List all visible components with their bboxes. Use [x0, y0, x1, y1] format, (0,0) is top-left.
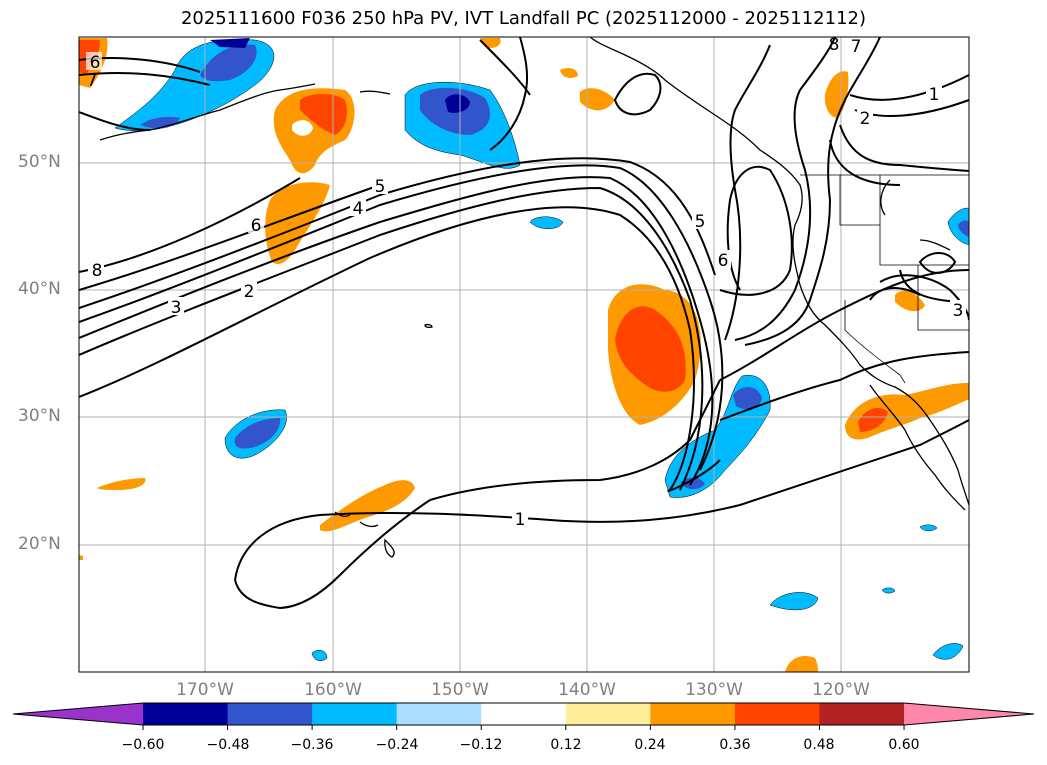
colorbar-segment: [565, 703, 651, 725]
contour-label: 3: [171, 298, 182, 318]
lat-label: 20°N: [18, 534, 61, 554]
contour-label: 6: [251, 216, 262, 236]
colorbar-tick-label: 0.60: [888, 737, 920, 753]
contour-label: 1: [929, 85, 940, 105]
contour-label: 1: [515, 510, 526, 530]
pv-contours: [79, 37, 969, 610]
colorbar-tick-label: 0.48: [803, 737, 835, 753]
colorbar-tick-label: 0.36: [719, 737, 751, 753]
pv-positive-region: [824, 71, 849, 118]
contour-label: 8: [829, 35, 840, 55]
contour-label: 5: [375, 177, 386, 197]
colorbar-tick-label: −0.60: [121, 737, 165, 753]
contour-label: 7: [851, 37, 862, 57]
colorbar-segment: [227, 703, 313, 725]
contour-label: 7: [87, 71, 98, 91]
colorbar-segment: [819, 703, 905, 725]
colorbar-tick-label: −0.36: [290, 737, 334, 753]
colorbar-segment: [734, 703, 820, 725]
contour-label: 2: [860, 109, 871, 129]
coastline: [99, 37, 969, 558]
colorbar-tick-label: 0.24: [634, 737, 666, 753]
colorbar-tick-label: 0.12: [550, 737, 582, 753]
colorbar: [12, 702, 1035, 730]
colorbar-tick-label: −0.24: [375, 737, 419, 753]
lat-label: 40°N: [18, 279, 61, 299]
lon-label: 140°W: [558, 680, 616, 700]
lat-label: 30°N: [18, 406, 61, 426]
graticule: [79, 37, 969, 672]
colorbar-extend-min: [13, 703, 143, 725]
contour-label: 5: [695, 212, 706, 232]
colorbar-segment: [312, 703, 398, 725]
lon-label: 130°W: [685, 680, 743, 700]
colorbar-tick-label: −0.48: [206, 737, 250, 753]
contour-labels: 6 7 8 5 4 6 2 3 1 5 6 2 1 7 8 3: [86, 35, 966, 530]
contour-label: 3: [953, 301, 964, 321]
pv-anomaly-fill: [79, 38, 969, 672]
colorbar-tick-label: −0.12: [459, 737, 503, 753]
colorbar-segment: [650, 703, 736, 725]
lat-label: 50°N: [18, 152, 61, 172]
map-title: 2025111600 F036 250 hPa PV, IVT Landfall…: [180, 8, 867, 29]
colorbar-segment: [481, 703, 567, 725]
contour-label: 6: [718, 251, 729, 271]
lon-label: 150°W: [431, 680, 489, 700]
colorbar-segment: [143, 703, 229, 725]
lon-label: 160°W: [304, 680, 362, 700]
contour-label: 6: [90, 53, 101, 73]
lon-label: 120°W: [812, 680, 870, 700]
contour-label: 4: [353, 199, 364, 219]
contour-label: 2: [244, 282, 255, 302]
lon-label: 170°W: [176, 680, 234, 700]
contour-label: 8: [92, 261, 103, 281]
map-frame: [78, 36, 970, 673]
colorbar-extend-max: [904, 703, 1034, 725]
colorbar-segment: [396, 703, 482, 725]
